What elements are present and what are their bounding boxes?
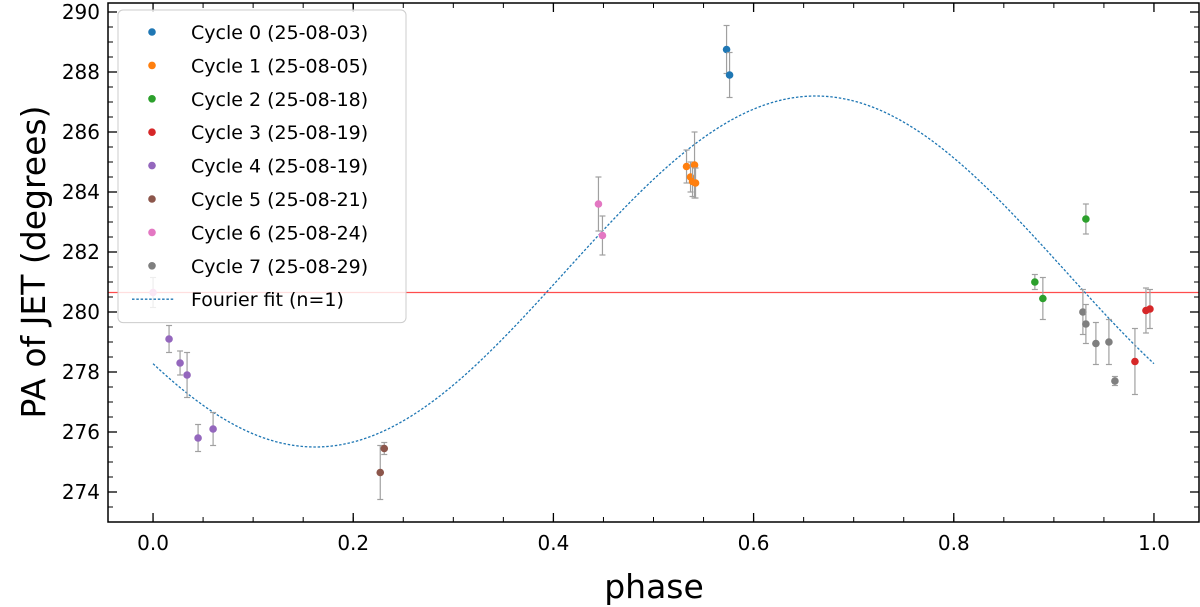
- legend-marker: [148, 61, 156, 70]
- legend-marker: [148, 28, 156, 36]
- legend-label: Cycle 4 (25-08-19): [191, 156, 368, 178]
- data-point: [176, 359, 184, 367]
- data-point: [1079, 308, 1087, 316]
- legend-label: Fourier fit (n=1): [191, 289, 344, 311]
- y-tick-label: 274: [62, 480, 100, 504]
- data-point: [1111, 377, 1119, 385]
- y-tick-label: 280: [62, 300, 100, 324]
- x-tick-label: 0.6: [738, 531, 770, 555]
- axes: 0.0 0.2 0.4 0.6 0.8 1.0 274 276 278 280 282 284 286 2…: [62, 0, 1200, 555]
- x-tick-label: 1.0: [1138, 531, 1170, 555]
- data-point: [165, 335, 173, 343]
- data-point: [682, 162, 691, 171]
- series-cycle-4: [165, 324, 217, 453]
- fit-curve-group: [152, 95, 1155, 448]
- y-tick-label: 278: [62, 360, 100, 384]
- data-point: [691, 179, 700, 187]
- data-point: [183, 371, 191, 379]
- legend-box: [117, 9, 407, 324]
- data-point: [1092, 339, 1100, 348]
- data-point: [1105, 338, 1113, 346]
- series-cycle-5: [376, 441, 389, 501]
- fourier-fit-curve: [152, 95, 1155, 448]
- data-point: [1031, 278, 1039, 286]
- y-tick-label: 282: [62, 240, 100, 264]
- data-point: [1146, 305, 1154, 313]
- x-tick-label: 0.2: [337, 531, 369, 555]
- y-tick-label: 288: [62, 60, 100, 84]
- legend: Cycle 0 (25-08-03) Cycle 1 (25-08-05) Cycl…: [117, 9, 407, 324]
- x-axis-title: phase: [604, 567, 704, 606]
- data-point: [1082, 320, 1090, 328]
- x-tick-label: 0.8: [938, 531, 970, 555]
- data-point: [725, 71, 734, 79]
- legend-marker: [148, 195, 156, 203]
- series-cycle-0: [722, 24, 734, 99]
- legend-label: Cycle 7 (25-08-29): [191, 256, 368, 278]
- legend-marker: [148, 161, 156, 170]
- data-point: [1131, 357, 1139, 366]
- legend-label: Cycle 0 (25-08-03): [191, 22, 368, 44]
- x-tick-label: 0.4: [538, 531, 570, 555]
- legend-label: Cycle 2 (25-08-18): [191, 89, 368, 111]
- legend-label: Cycle 3 (25-08-19): [191, 122, 368, 144]
- data-point: [690, 161, 699, 169]
- data-point: [722, 45, 731, 54]
- data-points: [149, 24, 1154, 501]
- legend-label: Cycle 5 (25-08-21): [191, 189, 368, 211]
- series-cycle-7: [1079, 288, 1119, 387]
- legend-marker: [148, 95, 156, 103]
- y-axis-title: PA of JET (degrees): [14, 106, 53, 419]
- x-tick-label: 0.0: [137, 531, 169, 555]
- data-point: [594, 200, 603, 208]
- series-cycle-2: [1031, 203, 1090, 321]
- data-point: [1082, 215, 1090, 223]
- legend-marker: [148, 128, 156, 136]
- legend-label: Cycle 1 (25-08-05): [191, 55, 368, 77]
- data-point: [194, 434, 202, 442]
- data-point: [376, 468, 385, 477]
- y-tick-label: 286: [62, 120, 100, 144]
- data-point: [1039, 294, 1047, 303]
- legend-marker: [148, 228, 156, 237]
- series-cycle-3: [1131, 287, 1154, 396]
- y-tick-label: 284: [62, 180, 100, 204]
- legend-marker: [148, 262, 156, 270]
- legend-label: Cycle 6 (25-08-24): [191, 222, 368, 244]
- y-tick-label: 290: [62, 0, 100, 24]
- series-cycle-1: [682, 131, 700, 199]
- data-point: [209, 425, 217, 433]
- data-point: [380, 444, 389, 453]
- data-point: [598, 231, 607, 240]
- y-tick-label: 276: [62, 420, 100, 444]
